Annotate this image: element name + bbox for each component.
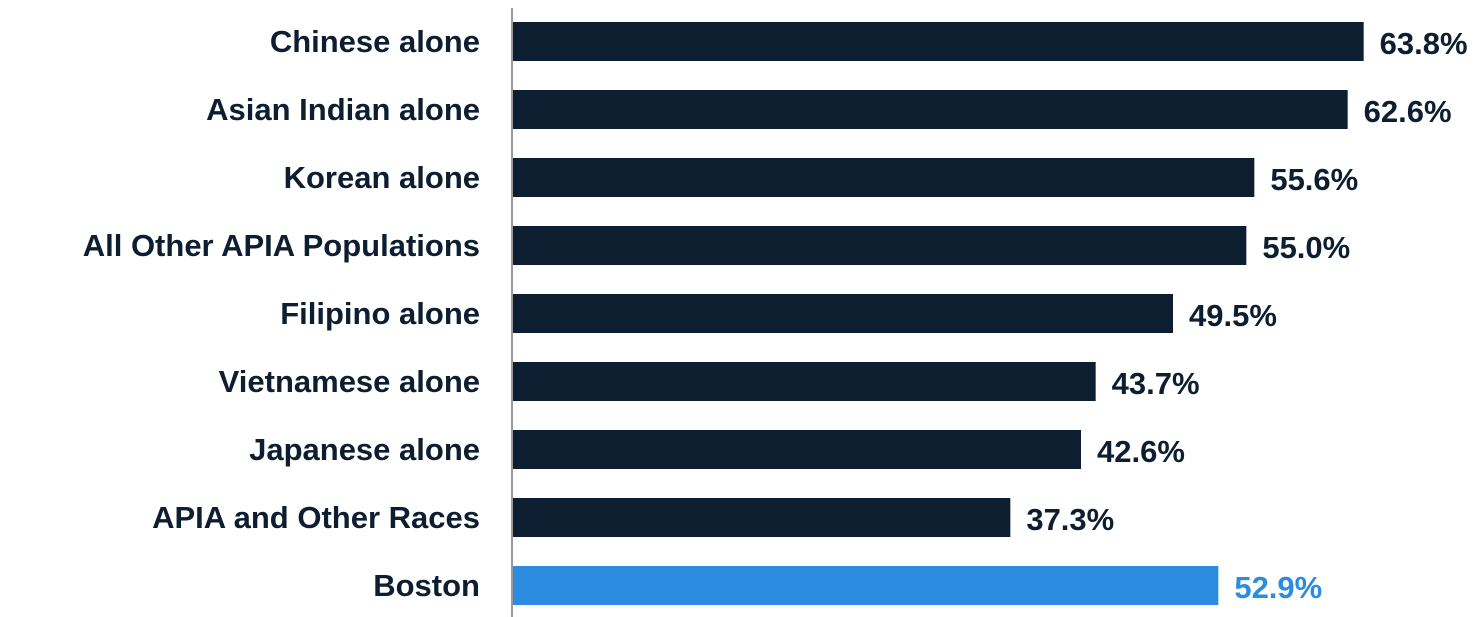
value-label-boston: 52.9% bbox=[1234, 570, 1322, 605]
category-label-asian-indian-alone: Asian Indian alone bbox=[206, 92, 480, 127]
category-label-vietnamese-alone: Vietnamese alone bbox=[219, 364, 480, 399]
bars-group bbox=[513, 22, 1364, 605]
value-label-filipino-alone: 49.5% bbox=[1189, 298, 1277, 333]
bar-korean-alone bbox=[513, 158, 1255, 197]
category-label-korean-alone: Korean alone bbox=[284, 160, 480, 195]
value-label-korean-alone: 55.6% bbox=[1270, 162, 1358, 197]
value-label-chinese-alone: 63.8% bbox=[1380, 26, 1468, 61]
bar-chinese-alone bbox=[513, 22, 1364, 61]
value-labels-group: 63.8% 62.6%55.6% 55.0% 49.5% 43.7% 42.6% 37.3%… bbox=[1026, 26, 1467, 605]
value-label-all-other-apia-populations: 55.0% bbox=[1262, 230, 1350, 265]
bar-asian-indian-alone bbox=[513, 90, 1348, 129]
category-labels-group: Chinese alone Asian Indian alone Korean al… bbox=[83, 24, 480, 603]
value-label-asian-indian-alone: 62.6% bbox=[1364, 94, 1452, 129]
category-label-boston: Boston bbox=[373, 568, 480, 603]
bar-boston bbox=[513, 566, 1219, 605]
bar-apia-and-other-races bbox=[513, 498, 1011, 537]
category-label-filipino-alone: Filipino alone bbox=[280, 296, 480, 331]
bar-all-other-apia-populations bbox=[513, 226, 1247, 265]
category-label-all-other-apia-populations: All Other APIA Populations bbox=[83, 228, 480, 263]
bar-filipino-alone bbox=[513, 294, 1173, 333]
bar-vietnamese-alone bbox=[513, 362, 1096, 401]
category-label-chinese-alone: Chinese alone bbox=[270, 24, 480, 59]
value-label-japanese-alone: 42.6% bbox=[1097, 434, 1185, 469]
category-label-apia-and-other-races: APIA and Other Races bbox=[152, 500, 480, 535]
value-label-apia-and-other-races: 37.3% bbox=[1026, 502, 1114, 537]
value-label-vietnamese-alone: 43.7% bbox=[1112, 366, 1200, 401]
bar-japanese-alone bbox=[513, 430, 1081, 469]
category-label-japanese-alone: Japanese alone bbox=[249, 432, 480, 467]
